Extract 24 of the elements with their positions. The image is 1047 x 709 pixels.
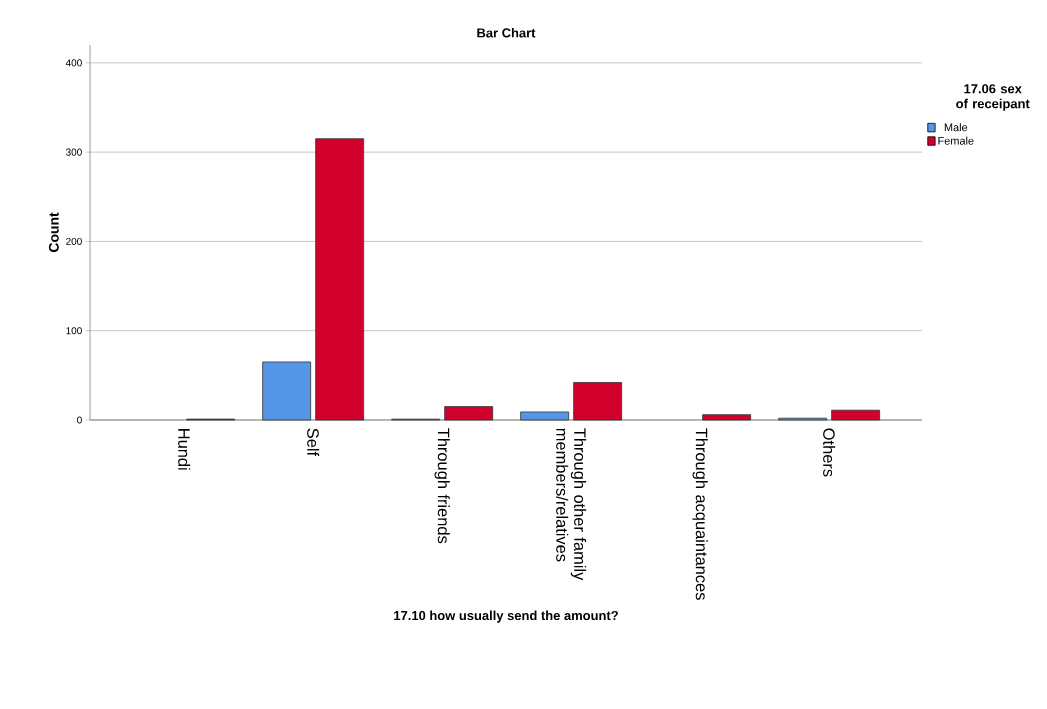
- y-tick-label: 400: [65, 59, 82, 67]
- bar: [444, 406, 494, 421]
- x-axis-title: 17.10 how usually send the amount?: [394, 610, 618, 623]
- bar: [315, 138, 365, 421]
- bar: [831, 409, 881, 421]
- bar: [702, 414, 752, 421]
- legend-title: 17.06 sex of receipant: [956, 84, 1030, 111]
- x-tick-label: Hundi: [178, 429, 191, 470]
- chart-title: Bar Chart: [477, 27, 536, 38]
- y-axis-title: Count: [48, 212, 59, 253]
- y-tick-label: 300: [65, 148, 82, 156]
- x-tick-label: Others: [823, 428, 836, 477]
- x-tick-label: Through friends: [434, 428, 450, 544]
- bar: [262, 361, 312, 421]
- legend-label: Male: [944, 123, 968, 132]
- x-tick-label: Self: [307, 428, 320, 457]
- x-tick-label: Through acquaintances: [692, 428, 708, 600]
- bar: [520, 411, 570, 421]
- y-tick-label: 200: [66, 237, 82, 245]
- y-tick-label: 100: [66, 327, 82, 335]
- y-tick-label: 0: [77, 416, 82, 424]
- legend-label: Female: [938, 136, 974, 145]
- bar: [573, 382, 623, 421]
- x-tick-label: Through other family members/relatives: [556, 428, 587, 581]
